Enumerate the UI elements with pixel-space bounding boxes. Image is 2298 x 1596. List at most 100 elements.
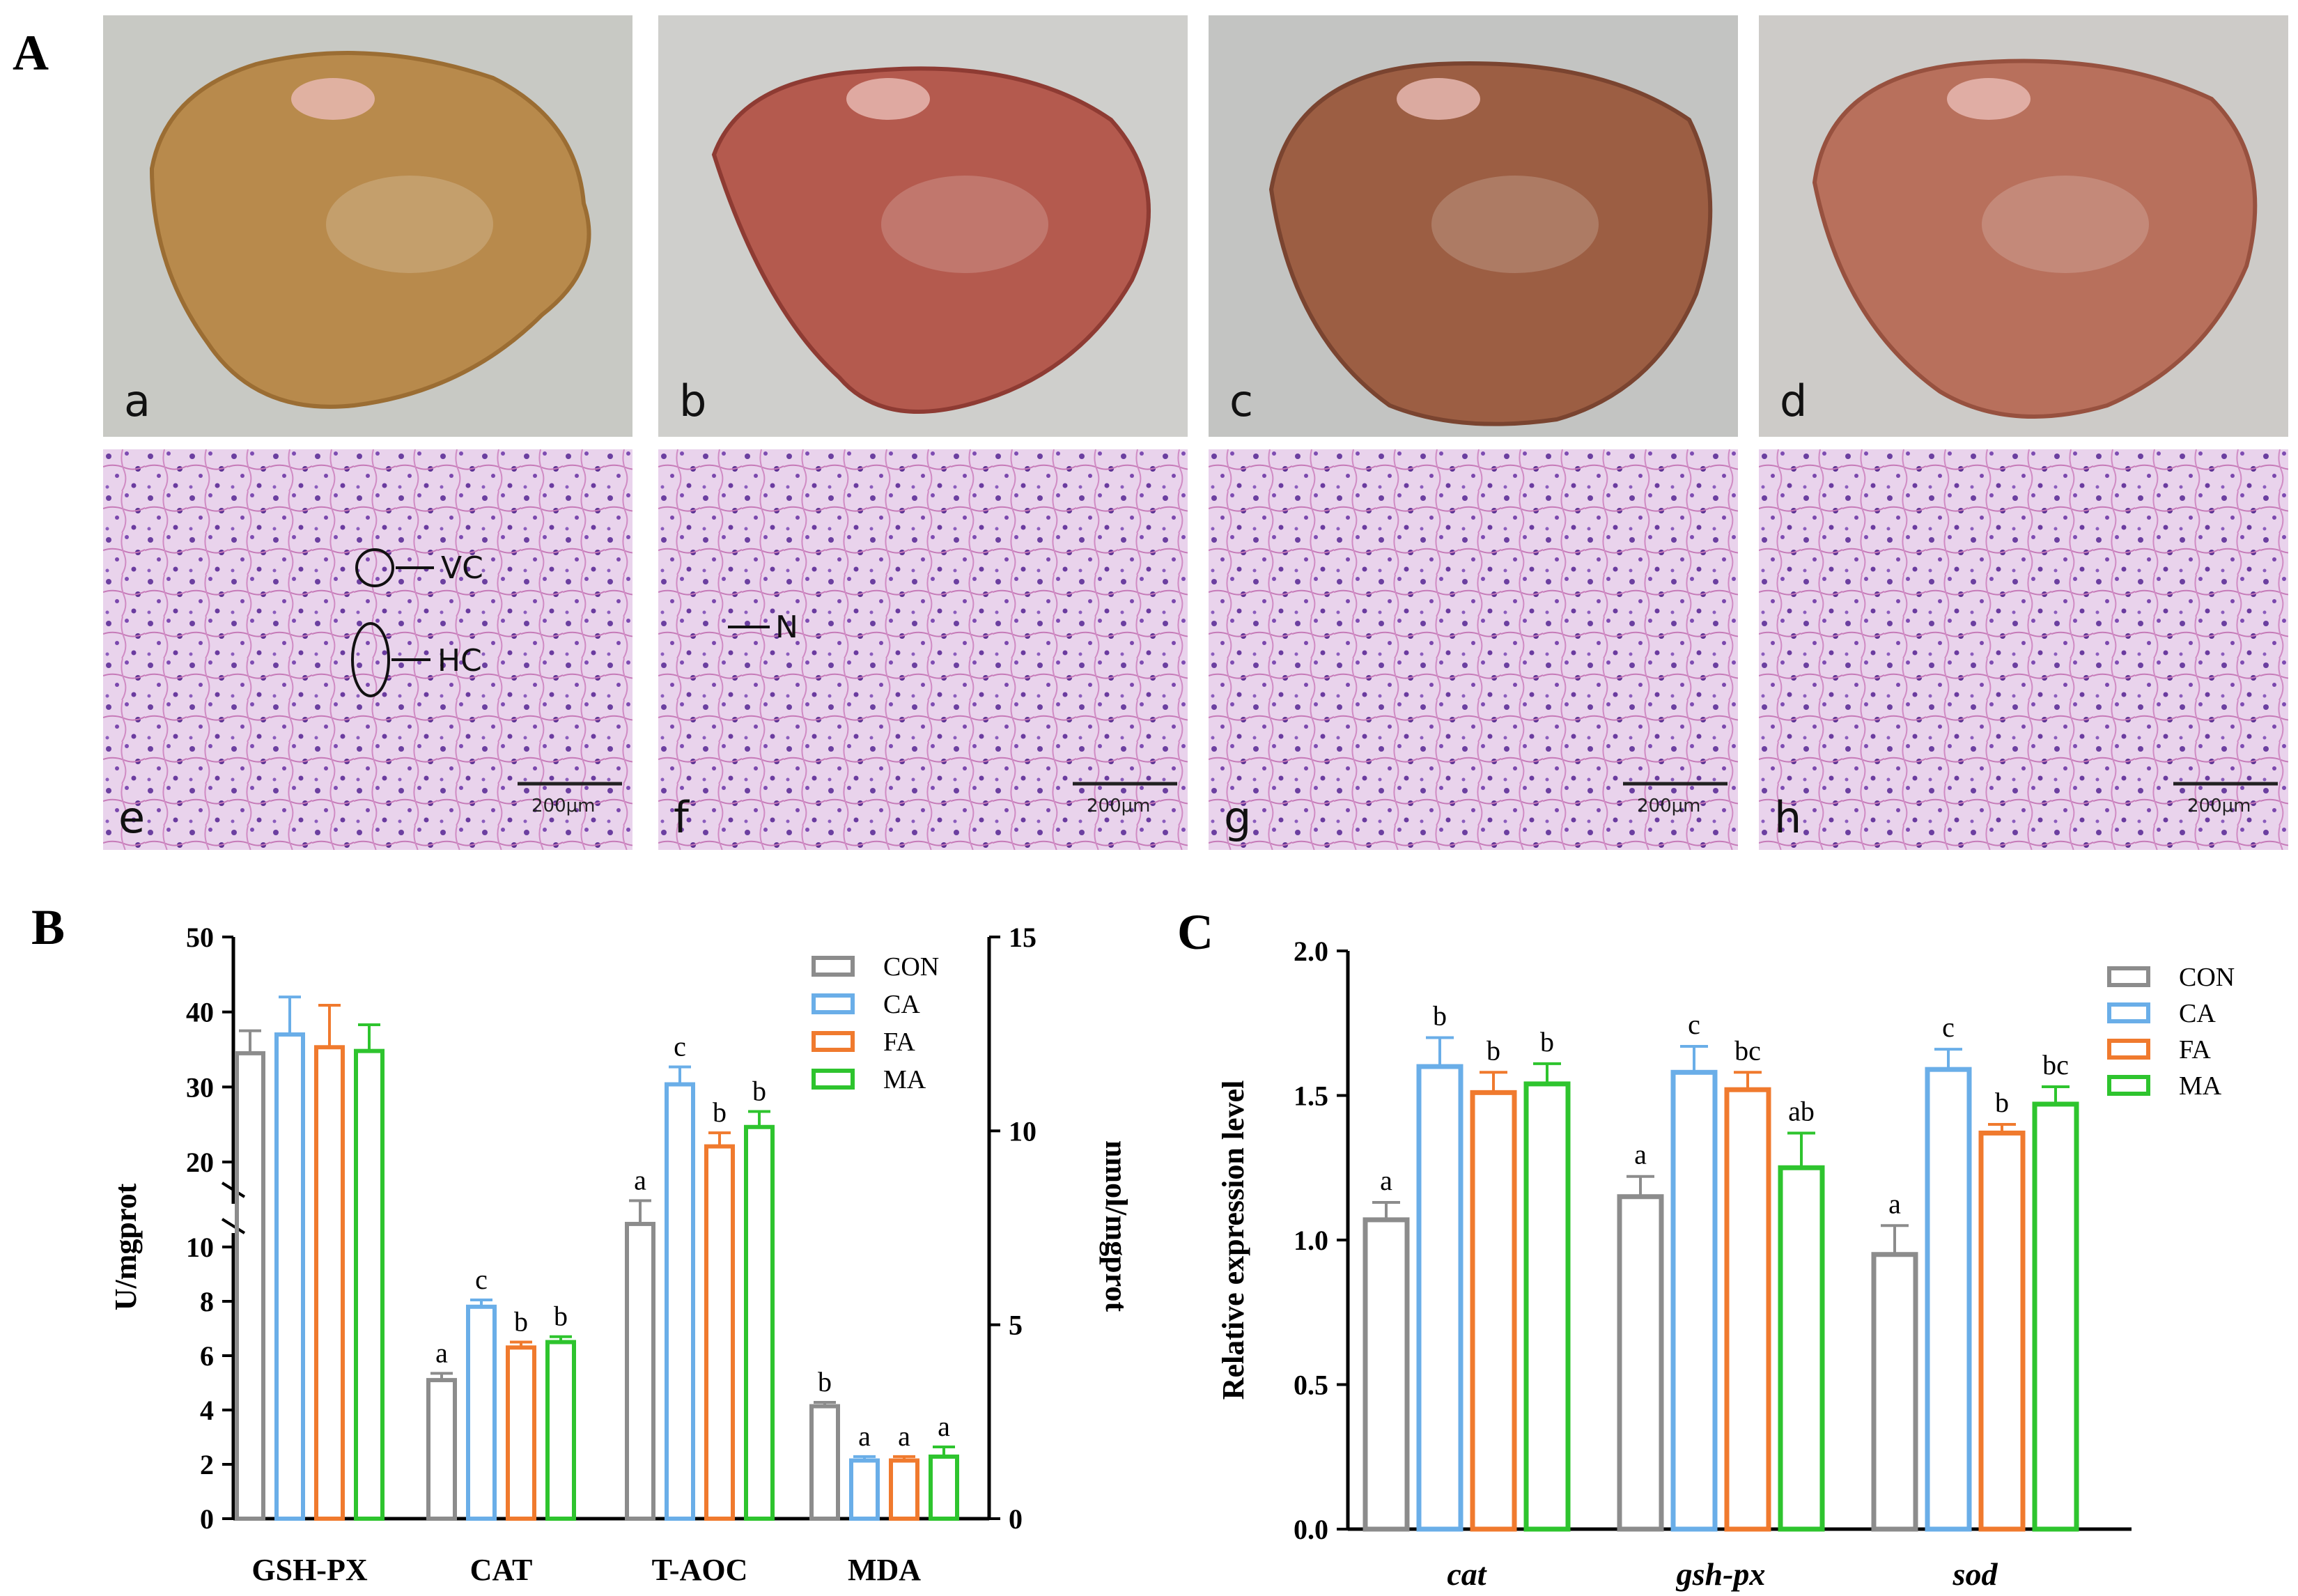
surface-highlight: [1431, 176, 1599, 273]
liver-specimen: [1812, 59, 2258, 419]
liver-specimen: [1268, 61, 1713, 426]
category-label: GSH-PX: [251, 1553, 367, 1587]
significance-label: b: [514, 1306, 528, 1338]
y-tick-label: 2.0: [1294, 936, 1328, 967]
y-tick-label: 0.0: [1294, 1514, 1328, 1545]
bar: [744, 1124, 775, 1521]
vc-label: VC: [441, 550, 483, 586]
bar: [314, 1045, 345, 1521]
histology-label: g: [1224, 792, 1251, 843]
significance-label: a: [1634, 1139, 1647, 1170]
n-label: N: [775, 610, 798, 645]
tissue-cut-mark: [846, 78, 930, 120]
significance-label: ab: [1788, 1095, 1815, 1126]
y-axis-label: Relative expression level: [1216, 1080, 1250, 1400]
y-tick-label: 50: [186, 922, 214, 953]
legend-label: CA: [883, 990, 920, 1019]
significance-label: b: [1995, 1087, 2009, 1118]
category-label: sod: [1952, 1556, 1998, 1592]
liver-photo-row: a b c d: [103, 15, 2288, 437]
photo-label: d: [1780, 375, 1807, 426]
legend-swatch: [2107, 1002, 2150, 1023]
significance-label: c: [1942, 1012, 1955, 1043]
y-tick-label: 4: [200, 1395, 214, 1426]
bar: [2032, 1101, 2079, 1532]
panel-label-b: B: [31, 899, 65, 955]
legend-label: CA: [2179, 999, 2216, 1028]
legend-label: CON: [883, 952, 939, 982]
histology-section: 200μm g: [1209, 449, 1738, 850]
significance-label: c: [674, 1030, 686, 1062]
liver-photo: d: [1759, 15, 2288, 437]
legend-label: FA: [2179, 1035, 2211, 1064]
significance-label: c: [1688, 1009, 1700, 1040]
bar: [1871, 1252, 1918, 1532]
bar: [1416, 1064, 1464, 1532]
hc-circle: [351, 622, 390, 697]
y2-tick-label: 0: [1009, 1503, 1023, 1535]
bar: [1617, 1194, 1664, 1532]
hc-label: HC: [437, 643, 482, 679]
y2-axis-label: nmol/mgprot: [1099, 1140, 1133, 1312]
bar: [1724, 1087, 1771, 1532]
y-tick-label: 40: [186, 997, 214, 1028]
category-label: CAT: [470, 1553, 533, 1587]
chart-b: 0 2 4 6 8 10 20 30 40 50 0 5 10 15 U/mgprot nmol/mgprot…: [109, 922, 1133, 1587]
chart-c: 0.0 0.5 1.0 1.5 2.0 Relative expression level…: [1216, 936, 2235, 1592]
significance-label: b: [554, 1301, 568, 1332]
bar: [1470, 1090, 1517, 1532]
scale-bar-label: 200μm: [1637, 796, 1701, 816]
bar: [704, 1144, 735, 1521]
stained-tissue: [103, 449, 632, 850]
legend-label: MA: [883, 1065, 926, 1094]
tissue-cut-mark: [1947, 78, 2031, 120]
histology-section: 200μm f N: [658, 449, 1188, 850]
y-tick-label: 20: [186, 1147, 214, 1178]
stained-tissue: [1759, 449, 2288, 850]
bar: [849, 1458, 880, 1521]
legend-swatch: [812, 956, 855, 977]
legend-swatch: [812, 993, 855, 1014]
significance-label: a: [1888, 1188, 1901, 1219]
liver-photo: a: [103, 15, 632, 437]
scale-bar-label: 200μm: [2187, 796, 2251, 816]
legend-swatch: [2107, 1039, 2150, 1060]
bar: [235, 1051, 265, 1521]
y2-tick-label: 10: [1009, 1115, 1037, 1147]
category-label: gsh-px: [1676, 1556, 1766, 1592]
significance-label: b: [818, 1366, 832, 1397]
significance-label: b: [713, 1097, 727, 1128]
legend-label: FA: [883, 1028, 915, 1057]
histology-row: 200μm e VC HC 200μm f N 200μm g 200μm h: [103, 449, 2288, 850]
tissue-cut-mark: [291, 78, 375, 120]
legend-swatch: [812, 1031, 855, 1052]
liver-photo: b: [658, 15, 1188, 437]
bar: [426, 1378, 457, 1521]
y2-tick-label: 15: [1009, 922, 1037, 953]
y-tick-label: 0: [200, 1503, 214, 1535]
legend-label: MA: [2179, 1071, 2222, 1101]
y2-tick-label: 5: [1009, 1310, 1023, 1341]
significance-label: a: [898, 1420, 910, 1452]
significance-label: b: [1540, 1026, 1554, 1057]
scale-bar-label: 200μm: [1087, 796, 1151, 816]
y-tick-label: 2: [200, 1449, 214, 1480]
axis-break-mark: [221, 1181, 246, 1198]
liver-specimen: [149, 51, 591, 409]
y-tick-label: 6: [200, 1340, 214, 1372]
bar: [274, 1032, 305, 1521]
bar: [1670, 1069, 1718, 1532]
scale-bar-label: 200μm: [531, 796, 596, 816]
bar: [1925, 1067, 1972, 1532]
y-tick-label: 10: [186, 1232, 214, 1263]
bar: [506, 1345, 536, 1521]
significance-label: bc: [2042, 1049, 2069, 1080]
histology-label: f: [674, 792, 690, 843]
y-tick-label: 30: [186, 1071, 214, 1103]
bar: [1778, 1165, 1825, 1532]
vc-circle: [355, 548, 394, 587]
panel-label-c: C: [1177, 904, 1213, 960]
panel-label-a: A: [13, 25, 49, 81]
histology-section: 200μm h: [1759, 449, 2288, 850]
